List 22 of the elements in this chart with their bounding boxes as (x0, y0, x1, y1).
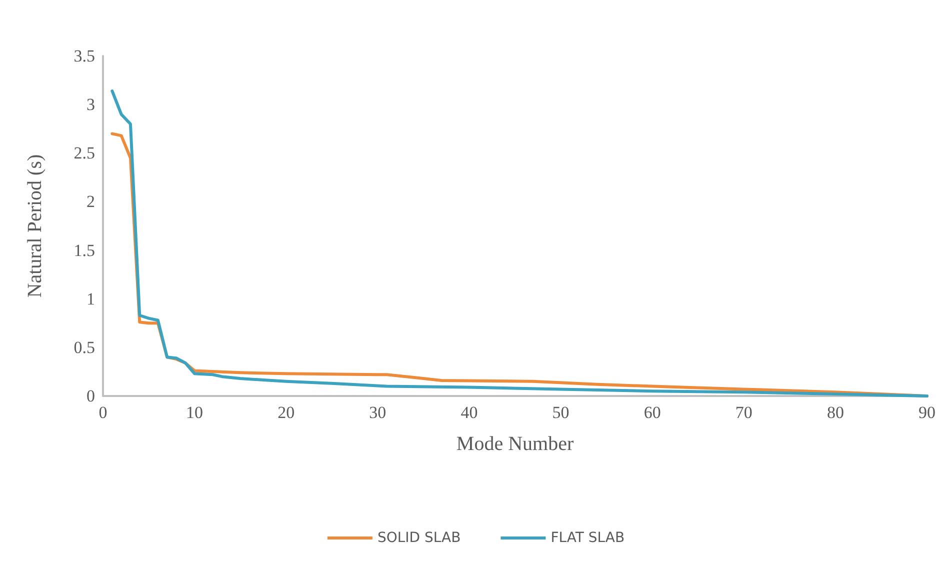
x-tick-label: 30 (369, 403, 386, 422)
y-tick-label: 2 (86, 192, 95, 212)
y-tick-label: 0 (86, 386, 95, 406)
y-tick-label: 0.5 (74, 338, 95, 357)
x-tick-label: 70 (735, 403, 752, 422)
legend-label: FLAT SLAB (550, 530, 625, 546)
legend-label: SOLID SLAB (377, 530, 461, 546)
x-tick-label: 0 (98, 403, 108, 422)
y-tick-label: 1 (86, 289, 95, 308)
x-tick-label: 90 (918, 403, 936, 422)
x-tick-label: 10 (186, 403, 204, 422)
y-tick-label: 1.5 (74, 240, 95, 260)
x-tick-label: 80 (826, 403, 844, 422)
y-tick-label: 2.5 (74, 144, 95, 163)
x-tick-label: 20 (278, 403, 295, 422)
x-tick-label: 60 (644, 403, 661, 422)
x-tick-label: 40 (460, 403, 478, 422)
x-tick-label: 50 (552, 403, 570, 422)
y-tick-label: 3.5 (74, 46, 95, 66)
y-axis-title: Natural Period (s) (24, 154, 46, 298)
y-tick-label: 3 (86, 95, 95, 114)
x-axis-title: Mode Number (456, 433, 574, 455)
